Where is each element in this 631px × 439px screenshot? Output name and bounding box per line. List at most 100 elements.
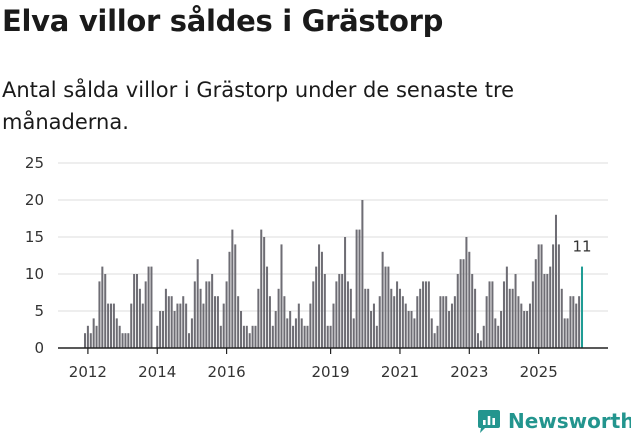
bar — [112, 303, 115, 348]
bar — [271, 325, 274, 348]
bar — [355, 229, 358, 348]
bar — [309, 303, 312, 348]
bar — [471, 274, 474, 348]
bar — [427, 281, 430, 348]
bar — [424, 281, 427, 348]
y-tick-label: 15 — [25, 228, 44, 246]
bar — [133, 274, 136, 348]
newsworthy-logo: Newsworthy — [476, 408, 631, 434]
bar — [211, 274, 214, 348]
bar — [326, 325, 329, 348]
bar — [109, 303, 113, 348]
bar — [320, 251, 323, 348]
bar — [277, 288, 280, 348]
bar — [407, 311, 410, 348]
bar — [500, 311, 503, 348]
bar — [323, 274, 326, 348]
bar — [531, 281, 534, 348]
bar — [164, 288, 167, 348]
last-value-label: 11 — [572, 238, 591, 256]
x-tick-label: 2012 — [69, 363, 107, 381]
x-tick-label: 2021 — [381, 363, 419, 381]
x-tick-label: 2014 — [138, 363, 176, 381]
x-tick-label: 2019 — [312, 363, 350, 381]
bar — [528, 303, 531, 348]
bar — [370, 311, 373, 348]
bar — [306, 325, 309, 348]
bar — [520, 303, 523, 348]
bar — [107, 303, 110, 348]
newsworthy-icon — [478, 410, 500, 433]
bar — [318, 244, 321, 348]
bar — [401, 296, 404, 348]
bar — [83, 333, 87, 348]
bar — [557, 244, 560, 348]
bar — [245, 325, 248, 348]
bar — [456, 274, 459, 348]
bar — [367, 288, 370, 348]
bar — [315, 266, 318, 348]
bar — [540, 244, 543, 348]
bar — [378, 296, 381, 348]
bar — [147, 266, 150, 348]
bar — [465, 237, 468, 348]
bar — [248, 333, 251, 348]
bar — [332, 303, 335, 348]
bar — [222, 303, 225, 348]
bar — [384, 266, 387, 348]
bar — [92, 318, 95, 348]
bar — [219, 325, 222, 348]
bar — [338, 274, 341, 348]
bar — [439, 296, 442, 348]
bar — [372, 303, 375, 348]
bar — [260, 229, 263, 348]
bar — [546, 274, 549, 348]
bar — [138, 288, 141, 348]
bar — [98, 281, 101, 348]
bar — [346, 281, 349, 348]
bar — [534, 259, 537, 348]
y-tick-label: 10 — [25, 265, 44, 283]
bar — [182, 296, 185, 348]
bar — [344, 237, 347, 348]
bar — [199, 288, 202, 348]
bar — [433, 333, 436, 348]
bar — [554, 214, 557, 348]
bar — [396, 281, 399, 348]
bar — [526, 311, 529, 348]
bar — [445, 296, 448, 348]
bar — [514, 274, 517, 348]
y-tick-label: 20 — [25, 191, 44, 209]
bar — [188, 333, 191, 348]
bar — [341, 274, 344, 348]
bar — [167, 296, 170, 348]
y-tick-label: 0 — [34, 339, 44, 357]
bar — [283, 296, 286, 348]
bar — [549, 266, 552, 348]
bar — [453, 296, 456, 348]
bar — [173, 311, 176, 348]
labels: 11 — [572, 238, 591, 256]
bar — [127, 333, 130, 348]
bar-highlight — [580, 266, 584, 348]
bar — [508, 288, 511, 348]
bar — [448, 311, 451, 348]
bar — [266, 266, 269, 348]
bar — [240, 311, 243, 348]
bar — [352, 318, 355, 348]
bar — [225, 281, 228, 348]
bar — [358, 229, 361, 348]
bar — [254, 325, 257, 348]
bar — [552, 244, 555, 348]
bar — [430, 318, 433, 348]
brand-name: Newsworthy — [508, 409, 631, 433]
bar — [162, 311, 165, 348]
bar — [462, 259, 465, 348]
bars — [83, 200, 584, 348]
bar — [361, 200, 364, 348]
bar — [185, 303, 188, 348]
bar — [497, 325, 500, 348]
bar — [101, 266, 104, 348]
bar — [231, 229, 234, 348]
x-axis: 2012 2014 2016 2019 2021 2023 2025 — [58, 347, 608, 381]
